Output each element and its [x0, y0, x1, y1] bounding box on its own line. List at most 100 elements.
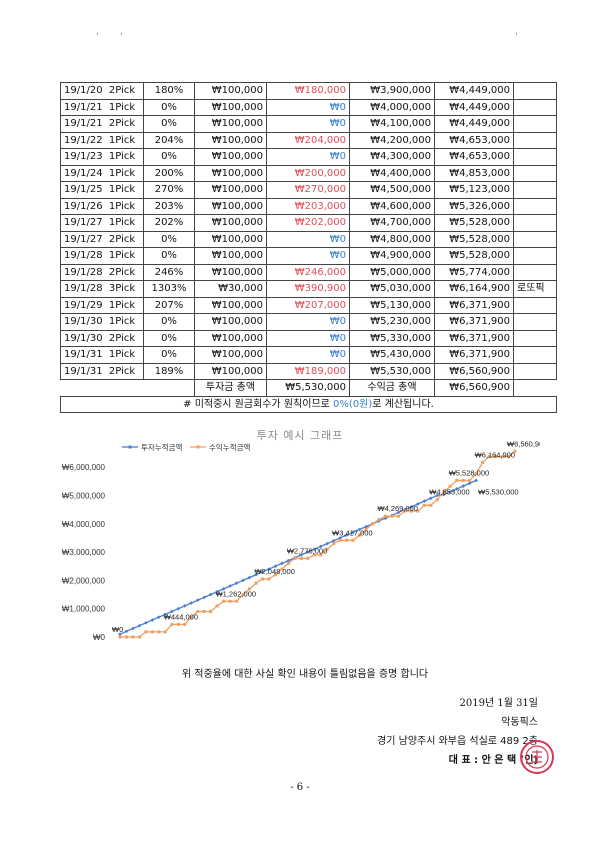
- pick-text: 1Pick: [108, 349, 136, 361]
- data-point: [325, 547, 329, 551]
- data-point: [332, 542, 336, 546]
- data-point: [293, 556, 297, 560]
- data-point: [409, 509, 413, 513]
- data-point: [319, 553, 323, 557]
- table-row: 19/1/27 2Pick 0% ₩100,000 ₩0 ₩4,800,000 ₩5,52…: [60, 230, 557, 248]
- profit-cell: ₩202,000: [266, 214, 350, 232]
- data-point: [234, 581, 239, 586]
- data-point: [474, 478, 478, 483]
- date-pick-cell: 19/1/21 2Pick: [60, 115, 144, 133]
- profit-cumulative-cell: ₩4,449,000: [434, 98, 514, 116]
- note-cell: [513, 346, 557, 364]
- bet-cumulative-cell: ₩5,230,000: [349, 313, 435, 331]
- pick-text: 2Pick: [108, 266, 136, 278]
- data-label: ₩5,528,000: [449, 469, 489, 478]
- data-point: [494, 455, 498, 459]
- profit-cell: ₩0: [266, 230, 350, 248]
- data-point: [267, 577, 271, 581]
- data-point: [383, 514, 387, 518]
- header-dot: ·: [515, 30, 518, 40]
- bet-cumulative-cell: ₩4,100,000: [349, 115, 435, 133]
- bet-cumulative-cell: ₩3,900,000: [349, 82, 435, 100]
- data-label: ₩444,000: [164, 612, 198, 621]
- y-tick-label: ₩5,000,000: [62, 491, 106, 500]
- pick-text: 1Pick: [108, 200, 136, 212]
- data-point: [222, 599, 226, 603]
- data-point: [144, 630, 148, 634]
- bet-cumulative-cell: ₩5,330,000: [349, 329, 435, 347]
- data-point: [150, 630, 154, 634]
- notice-cell: # 미적중시 원금회수가 원칙이므로 0%(0원)로 계산됩니다.: [60, 395, 557, 413]
- date-pick-cell: 19/1/27 2Pick: [60, 230, 144, 248]
- data-label: ₩2,776,000: [287, 546, 327, 555]
- note-cell: [513, 214, 557, 232]
- data-point: [131, 626, 135, 631]
- data-point: [280, 567, 284, 571]
- table-row: 19/1/30 2Pick 0% ₩100,000 ₩0 ₩5,330,000 ₩6,37…: [60, 329, 557, 347]
- date-text: 19/1/28: [64, 266, 103, 278]
- table-row: 19/1/24 1Pick 200% ₩100,000 ₩200,000 ₩4,400,…: [60, 164, 557, 182]
- profit-cell: ₩246,000: [266, 263, 350, 281]
- data-point: [286, 561, 290, 565]
- bet-amount-cell: ₩100,000: [194, 197, 267, 215]
- rate-cell: 203%: [143, 197, 195, 215]
- chart-canvas: ₩0 ₩1,000,000 ₩2,000,000 ₩3,000,000 ₩4,000,0…: [62, 439, 548, 642]
- rate-cell: 0%: [143, 148, 195, 166]
- company-seal-icon: [520, 740, 554, 774]
- date-text: 19/1/24: [64, 167, 103, 179]
- legend-entry: 투자누적금액: [141, 442, 182, 452]
- bet-amount-cell: ₩100,000: [194, 263, 267, 281]
- data-label: ₩3,417,000: [332, 528, 372, 537]
- data-point: [202, 595, 207, 600]
- table-row: 19/1/28 1Pick 0% ₩100,000 ₩0 ₩4,900,000 ₩5,52…: [60, 247, 557, 265]
- profit-cumulative-cell: ₩6,371,900: [434, 313, 514, 331]
- data-point: [299, 556, 303, 560]
- data-point: [358, 533, 362, 537]
- data-point: [377, 518, 381, 522]
- header-dot: ·: [120, 30, 123, 40]
- pick-text: 1Pick: [108, 101, 136, 113]
- table-row: 19/1/20 2Pick 180% ₩100,000 ₩180,000 ₩3,900,…: [60, 82, 557, 100]
- data-point: [221, 587, 226, 591]
- date-pick-cell: 19/1/31 1Pick: [60, 346, 144, 364]
- data-point: [306, 556, 310, 560]
- pick-text: 1Pick: [108, 151, 136, 163]
- rate-cell: 0%: [143, 346, 195, 364]
- data-point: [124, 635, 128, 639]
- data-point: [163, 630, 167, 634]
- data-point: [183, 622, 187, 626]
- profit-cell: ₩0: [266, 329, 350, 347]
- data-point: [513, 449, 517, 453]
- date-pick-cell: 19/1/22 1Pick: [60, 131, 144, 149]
- data-point: [422, 503, 426, 507]
- profit-cell: ₩0: [266, 313, 350, 331]
- page-number: - 6 -: [290, 782, 310, 793]
- bet-cumulative-cell: ₩5,000,000: [349, 263, 435, 281]
- data-point: [500, 455, 504, 459]
- data-label: ₩5,530,000: [478, 487, 518, 496]
- company-address: 경기 남양주시 와부읍 석실로 489 2층: [377, 736, 538, 747]
- date-text: 19/1/30: [64, 316, 103, 328]
- y-tick-label: ₩3,000,000: [62, 548, 106, 557]
- date-text: 19/1/25: [64, 184, 103, 196]
- pick-text: 1Pick: [108, 134, 136, 146]
- note-cell: [513, 181, 557, 199]
- table-row: 19/1/31 2Pick 189% ₩100,000 ₩189,000 ₩5,530,…: [60, 362, 557, 380]
- bet-amount-cell: ₩100,000: [194, 82, 267, 100]
- profit-cumulative-cell: ₩6,371,900: [434, 329, 514, 347]
- rate-cell: 0%: [143, 98, 195, 116]
- pick-text: 3Pick: [108, 283, 136, 295]
- data-point: [345, 538, 349, 542]
- data-label: ₩4,853,000: [429, 488, 469, 497]
- rate-cell: 0%: [143, 230, 195, 248]
- summary-row: 투자금 총액 ₩5,530,000 수익금 총액 ₩6,560,900: [60, 379, 557, 397]
- pick-text: 2Pick: [108, 85, 136, 97]
- profit-cumulative-cell: ₩6,371,900: [434, 296, 514, 314]
- table-row: 19/1/25 1Pick 270% ₩100,000 ₩270,000 ₩4,500,…: [60, 181, 557, 199]
- table-row: 19/1/28 2Pick 246% ₩100,000 ₩246,000 ₩5,000,…: [60, 263, 557, 281]
- bet-amount-cell: ₩100,000: [194, 214, 267, 232]
- data-point: [396, 514, 400, 518]
- date-text: 19/1/28: [64, 250, 103, 262]
- profit-cumulative-cell: ₩6,560,900: [434, 362, 514, 380]
- table-row: 19/1/28 3Pick 1303% ₩30,000 ₩390,900 ₩5,030,…: [60, 280, 557, 298]
